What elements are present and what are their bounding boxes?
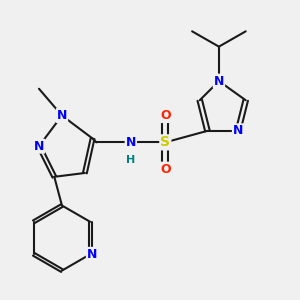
Text: S: S xyxy=(160,135,170,149)
Text: N: N xyxy=(34,140,44,153)
Text: N: N xyxy=(233,124,243,137)
Text: N: N xyxy=(214,75,224,88)
Text: O: O xyxy=(160,109,171,122)
Text: N: N xyxy=(57,109,67,122)
Text: O: O xyxy=(160,163,171,176)
Text: N: N xyxy=(126,136,136,149)
Text: N: N xyxy=(87,248,97,261)
Text: H: H xyxy=(126,154,136,165)
